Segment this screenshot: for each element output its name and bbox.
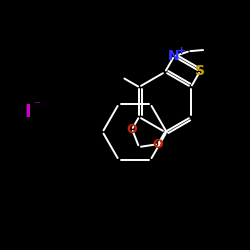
Text: O: O [127,122,137,136]
Text: I: I [25,103,31,121]
Text: N: N [168,50,180,64]
Text: ⁻: ⁻ [33,100,39,112]
Text: +: + [176,46,186,56]
Text: O: O [153,138,163,150]
Text: S: S [195,64,205,78]
